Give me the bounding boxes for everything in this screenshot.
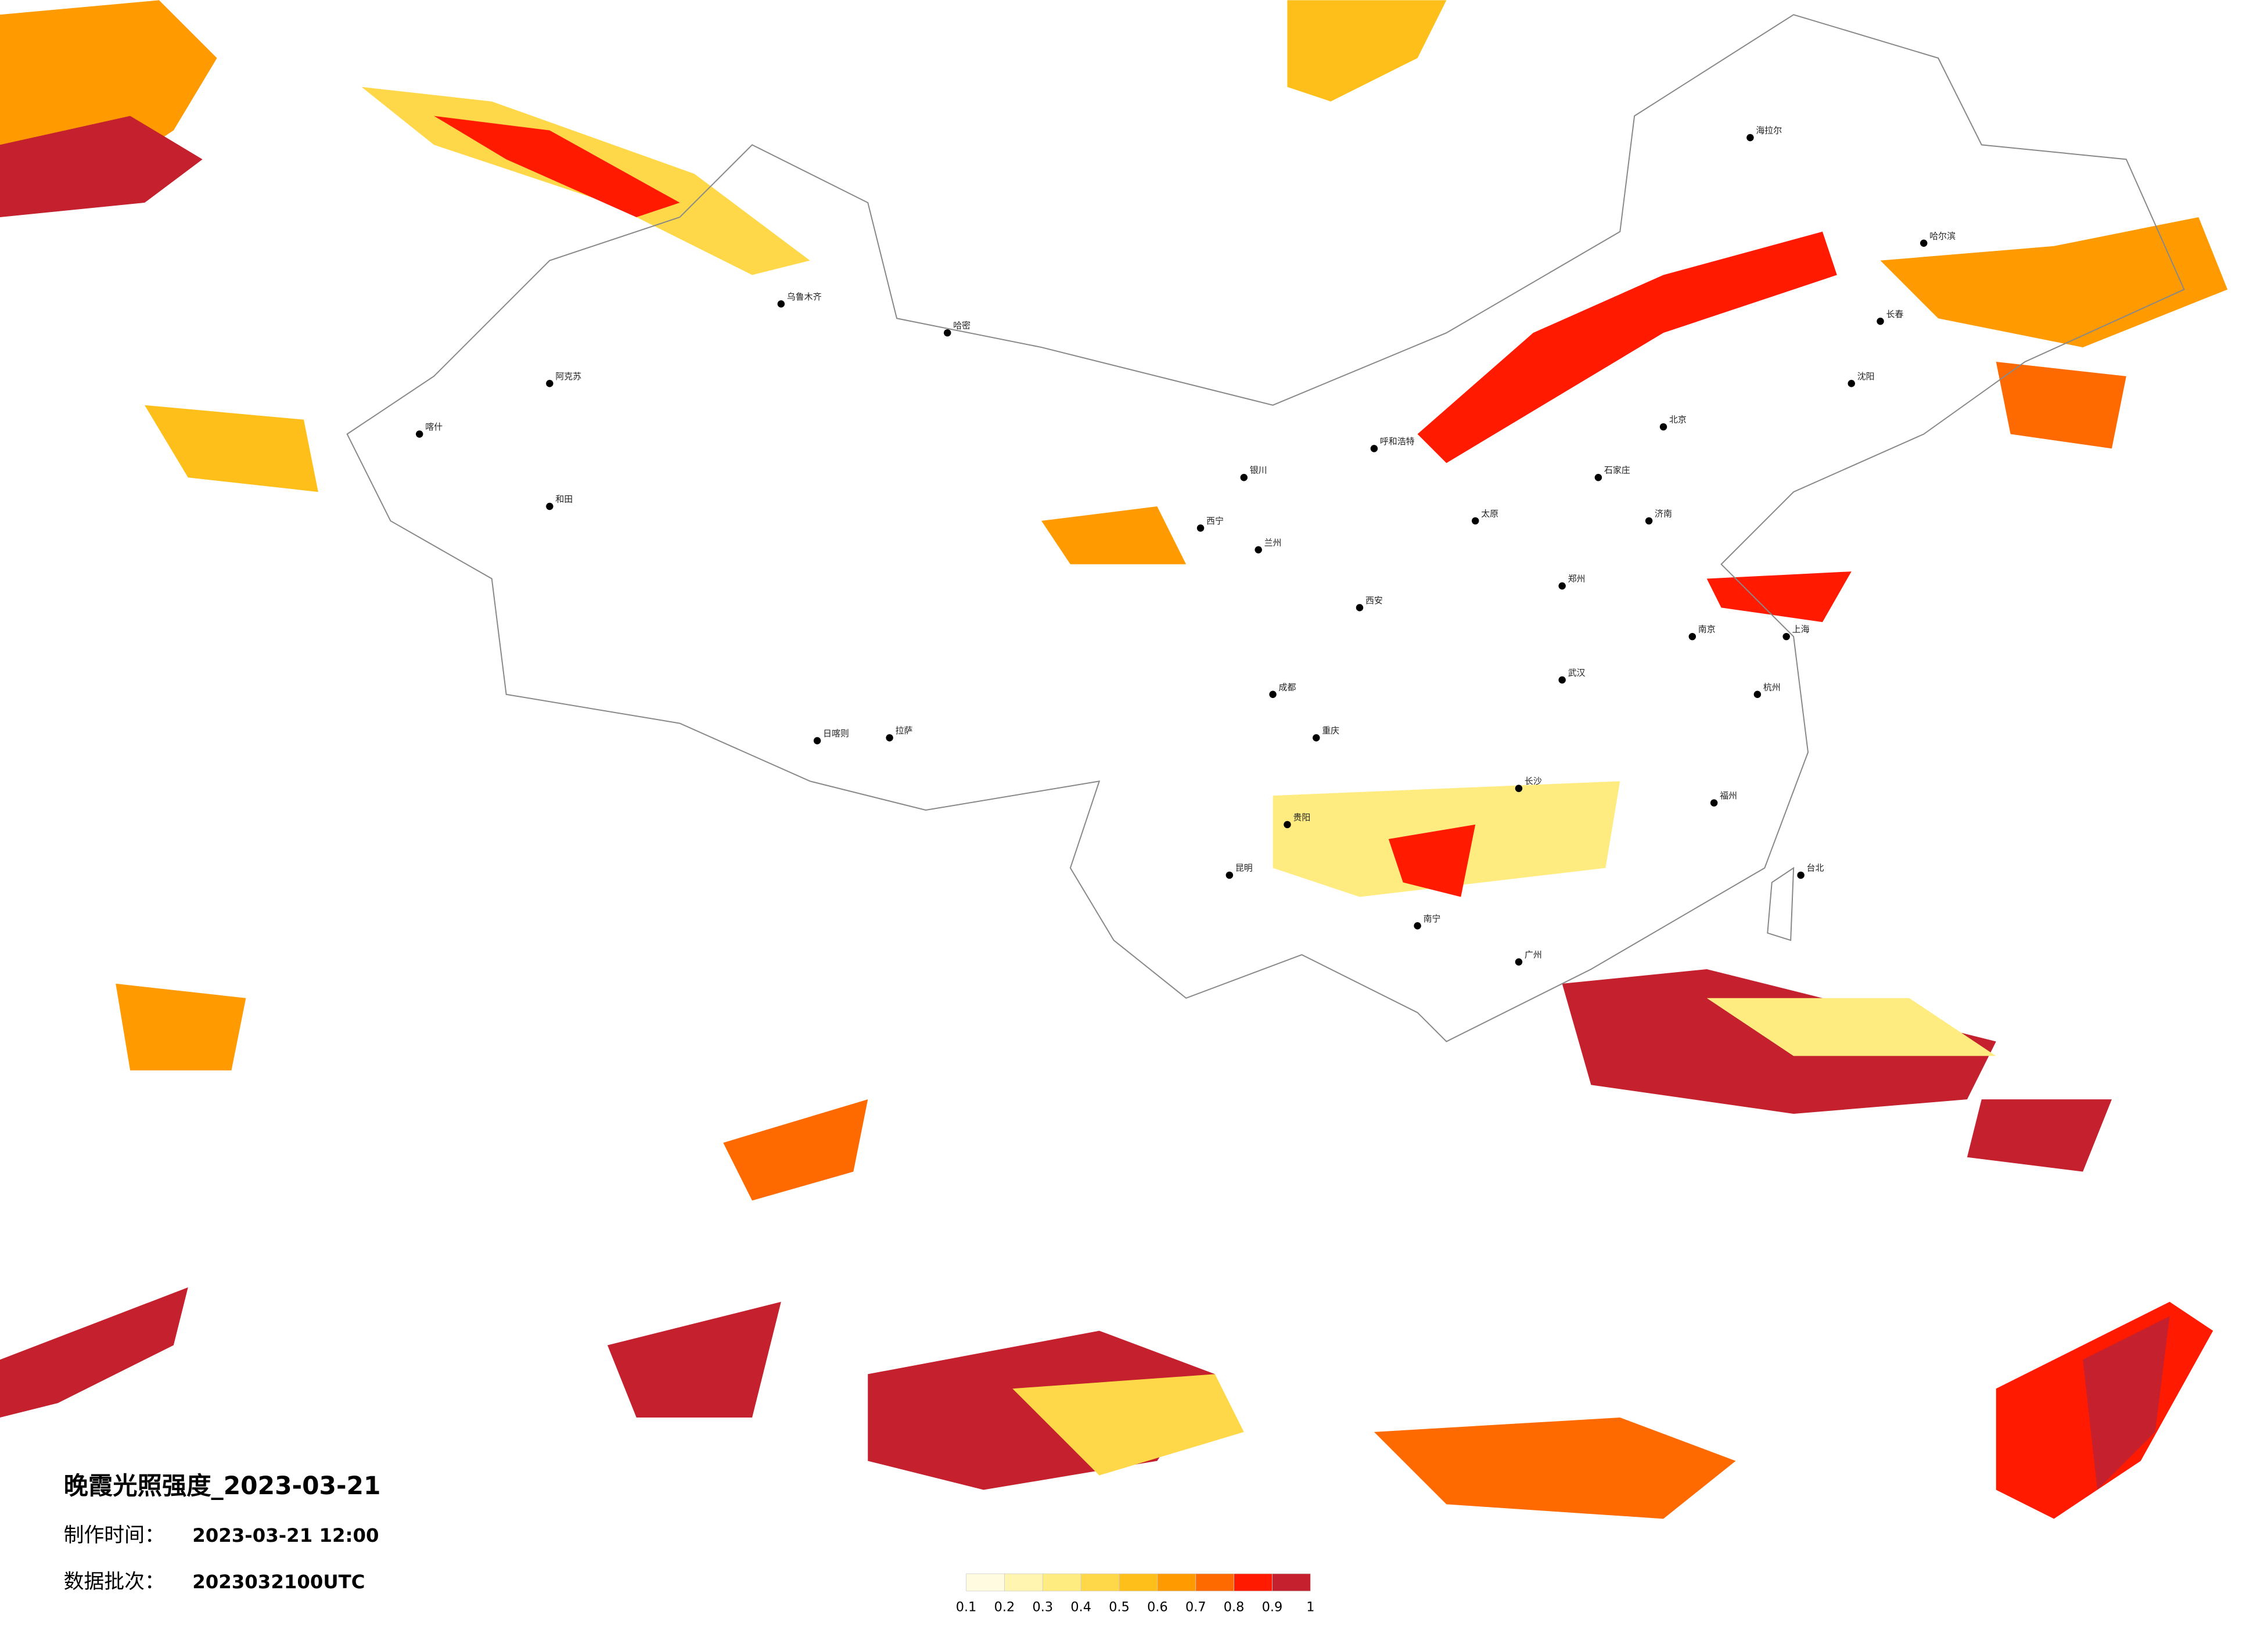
city-label: 兰州 bbox=[1264, 537, 1282, 548]
city-label: 重庆 bbox=[1322, 725, 1339, 736]
taiwan bbox=[1767, 866, 1795, 941]
city-label: 西宁 bbox=[1206, 516, 1224, 526]
batch: 2023032100UTC bbox=[192, 1571, 365, 1593]
legend-swatch bbox=[1080, 1573, 1120, 1592]
city-label: 哈密 bbox=[953, 321, 971, 331]
glow-field bbox=[0, 0, 2228, 1519]
city-dot bbox=[1515, 785, 1523, 792]
city-label: 南京 bbox=[1698, 624, 1716, 635]
legend-swatch bbox=[1119, 1573, 1158, 1592]
city-label: 福州 bbox=[1720, 790, 1737, 801]
legend: 0.1 0.2 0.3 0.4 0.5 0.6 0.7 0.8 0.9 1 bbox=[956, 1573, 1314, 1615]
city-label: 海拉尔 bbox=[1756, 125, 1782, 135]
city-dot bbox=[1558, 582, 1566, 590]
city-dot bbox=[546, 380, 553, 387]
city-label: 郑州 bbox=[1568, 574, 1586, 584]
batch-label: 数据批次： bbox=[64, 1570, 165, 1593]
city-label: 济南 bbox=[1655, 508, 1672, 519]
city-label: 北京 bbox=[1669, 415, 1687, 425]
city-label: 南宁 bbox=[1424, 913, 1441, 924]
city-label: 台北 bbox=[1807, 863, 1824, 873]
city-dot bbox=[1848, 380, 1855, 387]
legend-swatch bbox=[1042, 1573, 1081, 1592]
city-dot bbox=[1356, 604, 1364, 611]
city-dot bbox=[1877, 318, 1884, 325]
legend-tick-label: 0.8 bbox=[1224, 1600, 1245, 1615]
city-dot bbox=[1753, 690, 1762, 699]
city-label: 长沙 bbox=[1525, 776, 1542, 786]
city-dot bbox=[1746, 134, 1754, 142]
legend-swatch bbox=[1272, 1573, 1311, 1592]
city-dot bbox=[1313, 734, 1320, 742]
title: 晚霞光照强度_2023-03-21 bbox=[64, 1472, 381, 1500]
city-label: 西安 bbox=[1365, 595, 1383, 606]
city-dot bbox=[1558, 676, 1566, 684]
city-dot bbox=[944, 329, 951, 337]
made-label: 制作时间： bbox=[64, 1524, 165, 1547]
city-dot bbox=[1284, 821, 1291, 829]
city-dot bbox=[1920, 239, 1928, 247]
city-dot bbox=[1782, 632, 1790, 641]
city-dot bbox=[1659, 423, 1667, 431]
city-label: 武汉 bbox=[1568, 667, 1586, 678]
legend-swatch bbox=[1004, 1573, 1043, 1592]
city-dot bbox=[1269, 690, 1277, 699]
city-label: 昆明 bbox=[1235, 863, 1253, 873]
city-label: 杭州 bbox=[1763, 682, 1781, 692]
legend-tick-label: 0.2 bbox=[994, 1600, 1015, 1615]
city-dot bbox=[1472, 517, 1479, 525]
city-dot bbox=[1645, 517, 1653, 525]
city-label: 日喀则 bbox=[823, 728, 849, 739]
city-dot bbox=[546, 502, 553, 510]
city-label: 长春 bbox=[1886, 309, 1904, 319]
city-dot bbox=[1710, 799, 1718, 807]
legend-swatch bbox=[1157, 1573, 1196, 1592]
city-label: 呼和浩特 bbox=[1380, 436, 1415, 447]
city-label: 贵阳 bbox=[1293, 812, 1310, 822]
legend-tick-label: 0.6 bbox=[1147, 1600, 1168, 1615]
legend-swatch bbox=[1234, 1573, 1273, 1592]
city-label: 银川 bbox=[1250, 465, 1267, 476]
city-label: 上海 bbox=[1792, 624, 1810, 635]
city-dot bbox=[1240, 473, 1248, 481]
city-dot bbox=[1594, 473, 1602, 481]
city-label: 拉萨 bbox=[896, 725, 913, 736]
city-dot bbox=[1196, 524, 1205, 532]
legend-tick-label: 0.7 bbox=[1185, 1600, 1206, 1615]
legend-tick-label: 1 bbox=[1306, 1600, 1314, 1615]
legend-tick-label: 0.4 bbox=[1070, 1600, 1091, 1615]
city-dot bbox=[415, 430, 423, 438]
city-label: 和田 bbox=[555, 494, 573, 505]
city-label: 太原 bbox=[1481, 508, 1498, 519]
city-dot bbox=[1414, 922, 1421, 930]
country-border bbox=[346, 14, 2185, 1042]
city-label: 石家庄 bbox=[1604, 465, 1630, 476]
city-label: 乌鲁木齐 bbox=[787, 292, 822, 302]
city-dot bbox=[813, 737, 821, 744]
legend-swatch bbox=[1195, 1573, 1234, 1592]
city-dot bbox=[1688, 632, 1696, 641]
legend-swatch bbox=[966, 1573, 1005, 1592]
legend-tick-label: 0.9 bbox=[1262, 1600, 1283, 1615]
city-dot bbox=[1370, 445, 1378, 452]
city-label: 沈阳 bbox=[1857, 371, 1875, 382]
legend-tick-label: 0.1 bbox=[956, 1600, 977, 1615]
city-label: 哈尔滨 bbox=[1929, 231, 1956, 241]
city-label: 喀什 bbox=[425, 422, 443, 432]
made-time: 2023-03-21 12:00 bbox=[192, 1524, 379, 1546]
city-label: 广州 bbox=[1525, 949, 1542, 960]
city-dot bbox=[777, 300, 785, 308]
city-dot bbox=[1255, 546, 1262, 553]
city-dot bbox=[1225, 871, 1234, 879]
city-label: 成都 bbox=[1279, 682, 1296, 692]
city-dot bbox=[1797, 871, 1805, 879]
city-dot bbox=[1515, 958, 1523, 966]
legend-tick-label: 0.3 bbox=[1033, 1600, 1054, 1615]
legend-tick-label: 0.5 bbox=[1109, 1600, 1130, 1615]
city-label: 阿克苏 bbox=[555, 371, 581, 382]
city-dot bbox=[886, 734, 893, 742]
